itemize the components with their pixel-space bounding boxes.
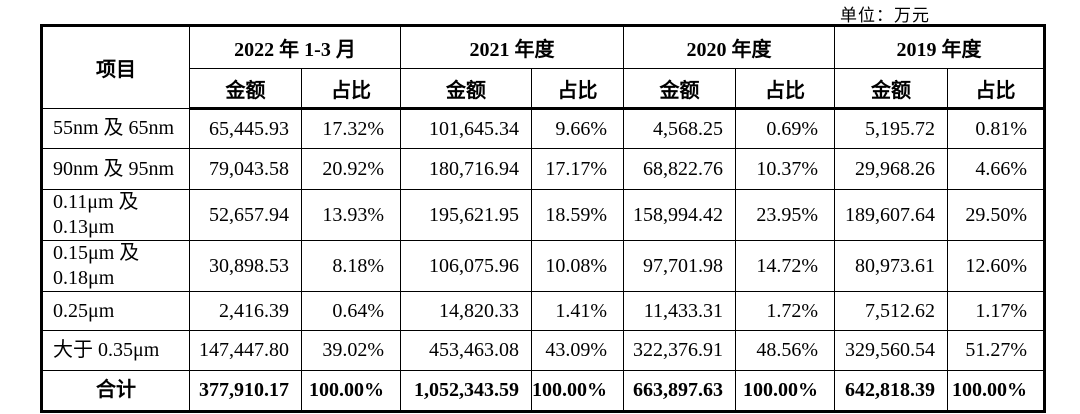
table-total-row: 合计 377,910.17 100.00% 1,052,343.59 100.0… bbox=[41, 370, 1046, 412]
cell-ratio: 13.93% bbox=[300, 189, 402, 241]
cell-amount: 101,645.34 bbox=[400, 108, 533, 149]
cell-amount: 663,897.63 bbox=[623, 370, 737, 412]
cell-amount: 147,447.80 bbox=[189, 330, 302, 371]
cell-ratio: 23.95% bbox=[735, 189, 836, 241]
table-row: 0.25μm 2,416.39 0.64% 14,820.33 1.41% 11… bbox=[41, 291, 1046, 331]
cell-ratio: 8.18% bbox=[300, 240, 402, 292]
row-item-label: 合计 bbox=[41, 370, 190, 412]
cell-ratio: 100.00% bbox=[947, 370, 1046, 412]
cell-ratio: 51.27% bbox=[947, 330, 1046, 371]
column-group-2021: 2021 年度 bbox=[400, 25, 625, 69]
column-header-ratio: 占比 bbox=[300, 68, 402, 110]
table-row: 0.11μm 及 0.13μm 52,657.94 13.93% 195,621… bbox=[41, 189, 1046, 241]
cell-amount: 195,621.95 bbox=[400, 189, 533, 241]
column-header-ratio: 占比 bbox=[947, 68, 1046, 110]
cell-amount: 68,822.76 bbox=[623, 148, 737, 190]
cell-ratio: 20.92% bbox=[300, 148, 402, 190]
cell-amount: 189,607.64 bbox=[834, 189, 949, 241]
cell-amount: 52,657.94 bbox=[189, 189, 302, 241]
cell-amount: 14,820.33 bbox=[400, 291, 533, 331]
cell-ratio: 10.08% bbox=[531, 240, 625, 292]
cell-ratio: 18.59% bbox=[531, 189, 625, 241]
cell-amount: 4,568.25 bbox=[623, 108, 737, 149]
cell-amount: 65,445.93 bbox=[189, 108, 302, 149]
cell-ratio: 0.69% bbox=[735, 108, 836, 149]
cell-amount: 30,898.53 bbox=[189, 240, 302, 292]
cell-amount: 329,560.54 bbox=[834, 330, 949, 371]
cell-ratio: 4.66% bbox=[947, 148, 1046, 190]
cell-ratio: 17.32% bbox=[300, 108, 402, 149]
row-item-label: 55nm 及 65nm bbox=[41, 108, 190, 149]
column-header-amount: 金额 bbox=[400, 68, 533, 110]
cell-ratio: 1.17% bbox=[947, 291, 1046, 331]
cell-amount: 642,818.39 bbox=[834, 370, 949, 412]
cell-amount: 97,701.98 bbox=[623, 240, 737, 292]
row-item-label: 0.11μm 及 0.13μm bbox=[41, 189, 190, 241]
cell-ratio: 1.72% bbox=[735, 291, 836, 331]
table-row: 55nm 及 65nm 65,445.93 17.32% 101,645.34 … bbox=[41, 108, 1046, 149]
cell-ratio: 17.17% bbox=[531, 148, 625, 190]
cell-amount: 29,968.26 bbox=[834, 148, 949, 190]
cell-ratio: 0.81% bbox=[947, 108, 1046, 149]
column-group-2020: 2020 年度 bbox=[623, 25, 836, 69]
table-row: 0.15μm 及 0.18μm 30,898.53 8.18% 106,075.… bbox=[41, 240, 1046, 292]
header-sub-row: 金额 占比 金额 占比 金额 占比 金额 占比 bbox=[42, 68, 1046, 110]
cell-amount: 158,994.42 bbox=[623, 189, 737, 241]
cell-amount: 453,463.08 bbox=[400, 330, 533, 371]
table-row: 90nm 及 95nm 79,043.58 20.92% 180,716.94 … bbox=[41, 148, 1046, 190]
unit-label: 单位：万元 bbox=[840, 6, 930, 25]
cell-amount: 106,075.96 bbox=[400, 240, 533, 292]
row-item-label: 0.15μm 及 0.18μm bbox=[41, 240, 190, 292]
cell-ratio: 39.02% bbox=[300, 330, 402, 371]
cell-ratio: 48.56% bbox=[735, 330, 836, 371]
cell-amount: 11,433.31 bbox=[623, 291, 737, 331]
cell-amount: 180,716.94 bbox=[400, 148, 533, 190]
cell-amount: 79,043.58 bbox=[189, 148, 302, 190]
cell-amount: 80,973.61 bbox=[834, 240, 949, 292]
column-header-ratio: 占比 bbox=[531, 68, 625, 110]
cell-ratio: 43.09% bbox=[531, 330, 625, 371]
column-header-ratio: 占比 bbox=[735, 68, 836, 110]
column-group-2019: 2019 年度 bbox=[834, 25, 1046, 69]
column-header-item: 项目 bbox=[41, 25, 190, 109]
row-item-label: 0.25μm bbox=[41, 291, 190, 331]
cell-ratio: 100.00% bbox=[735, 370, 836, 412]
cell-amount: 2,416.39 bbox=[189, 291, 302, 331]
column-header-amount: 金额 bbox=[834, 68, 949, 110]
table-row: 大于 0.35μm 147,447.80 39.02% 453,463.08 4… bbox=[41, 330, 1046, 371]
cell-ratio: 29.50% bbox=[947, 189, 1046, 241]
column-group-2022: 2022 年 1-3 月 bbox=[188, 25, 402, 69]
row-item-label: 90nm 及 95nm bbox=[41, 148, 190, 190]
cell-amount: 322,376.91 bbox=[623, 330, 737, 371]
cell-ratio: 0.64% bbox=[300, 291, 402, 331]
cell-amount: 1,052,343.59 bbox=[400, 370, 533, 412]
cell-ratio: 9.66% bbox=[531, 108, 625, 149]
cell-amount: 5,195.72 bbox=[834, 108, 949, 149]
cell-ratio: 100.00% bbox=[531, 370, 625, 412]
cell-ratio: 100.00% bbox=[300, 370, 402, 412]
row-item-label: 大于 0.35μm bbox=[41, 330, 190, 371]
header-group-row: 项目 2022 年 1-3 月 2021 年度 2020 年度 2019 年度 bbox=[41, 25, 1046, 109]
cell-ratio: 14.72% bbox=[735, 240, 836, 292]
cell-ratio: 1.41% bbox=[531, 291, 625, 331]
column-header-amount: 金额 bbox=[189, 68, 302, 110]
revenue-by-process-node-table: 项目 2022 年 1-3 月 2021 年度 2020 年度 2019 年度 … bbox=[40, 24, 1047, 413]
column-header-amount: 金额 bbox=[623, 68, 737, 110]
cell-ratio: 12.60% bbox=[947, 240, 1046, 292]
cell-amount: 377,910.17 bbox=[189, 370, 302, 412]
cell-amount: 7,512.62 bbox=[834, 291, 949, 331]
cell-ratio: 10.37% bbox=[735, 148, 836, 190]
